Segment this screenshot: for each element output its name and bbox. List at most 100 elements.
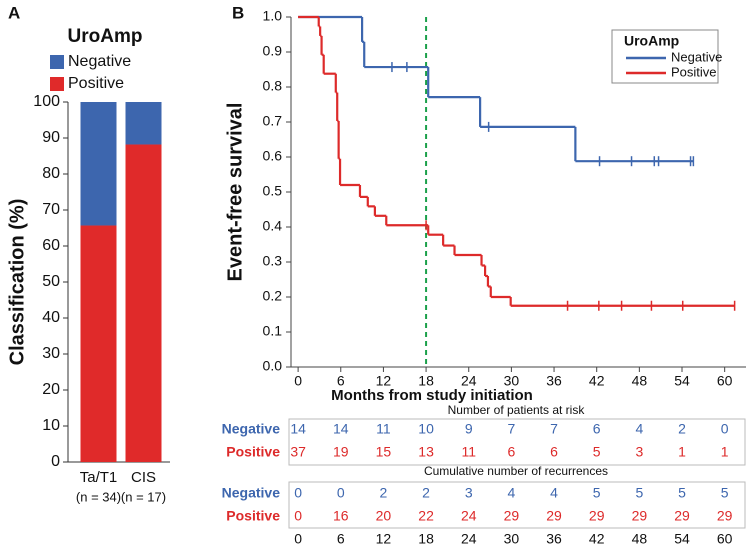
table-title: Number of patients at risk xyxy=(448,403,586,417)
y-tick-label: 0.1 xyxy=(263,323,283,339)
table-cell: 29 xyxy=(504,508,520,524)
x-tick-label: 30 xyxy=(504,373,520,389)
legend-swatch xyxy=(50,77,64,91)
table-cell: 2 xyxy=(380,485,388,501)
table-time-label: 54 xyxy=(674,531,690,547)
table-cell: 2 xyxy=(678,421,686,437)
table-cell: 3 xyxy=(635,444,643,460)
category-note: (n = 34) xyxy=(76,489,121,504)
x-tick-label: 6 xyxy=(337,373,345,389)
table-time-label: 18 xyxy=(418,531,434,547)
table-cell: 3 xyxy=(465,485,473,501)
table-cell: 1 xyxy=(721,444,729,460)
legend-swatch xyxy=(50,55,64,69)
table-cell: 7 xyxy=(550,421,558,437)
table-cell: 9 xyxy=(465,421,473,437)
x-tick-label: 36 xyxy=(546,373,562,389)
x-tick-label: 24 xyxy=(461,373,477,389)
table-row-label: Negative xyxy=(222,421,281,437)
x-tick-label: 48 xyxy=(632,373,648,389)
table-time-label: 48 xyxy=(632,531,648,547)
y-tick-label: 70 xyxy=(42,201,60,218)
table-cell: 5 xyxy=(593,485,601,501)
table-cell: 20 xyxy=(376,508,392,524)
table-cell: 5 xyxy=(635,485,643,501)
table-cell: 11 xyxy=(376,421,391,437)
legend-label: Negative xyxy=(68,53,131,70)
table-row-label: Positive xyxy=(226,444,280,460)
y-tick-label: 50 xyxy=(42,273,60,290)
x-tick-label: 60 xyxy=(717,373,733,389)
y-tick-label: 0.4 xyxy=(263,218,283,234)
category-note: (n = 17) xyxy=(121,489,166,504)
y-tick-label: 100 xyxy=(33,93,60,110)
table-time-label: 6 xyxy=(337,531,345,547)
table-cell: 14 xyxy=(333,421,349,437)
table-cell: 2 xyxy=(422,485,430,501)
y-tick-label: 0.3 xyxy=(263,253,283,269)
table-time-label: 36 xyxy=(546,531,562,547)
y-tick-label: 0.0 xyxy=(263,358,283,374)
table-time-label: 60 xyxy=(717,531,733,547)
table-time-label: 0 xyxy=(294,531,302,547)
table-cell: 10 xyxy=(418,421,434,437)
legend-label: Positive xyxy=(68,75,124,92)
table-time-label: 24 xyxy=(461,531,477,547)
table-time-label: 30 xyxy=(504,531,520,547)
y-tick-label: 0.2 xyxy=(263,288,283,304)
table-box xyxy=(288,481,746,529)
table-cell: 0 xyxy=(294,485,302,501)
table-cell: 5 xyxy=(593,444,601,460)
table-cell: 6 xyxy=(507,444,515,460)
panel-label: A xyxy=(8,3,20,22)
x-tick-label: Ta/T1 xyxy=(80,469,118,486)
x-tick-label: CIS xyxy=(131,469,156,486)
y-tick-label: 10 xyxy=(42,417,60,434)
table-time-label: 12 xyxy=(376,531,392,547)
table-title: Cumulative number of recurrences xyxy=(424,464,608,478)
y-tick-label: 0.6 xyxy=(263,148,283,164)
y-axis-label: Classification (%) xyxy=(6,199,28,366)
table-time-label: 42 xyxy=(589,531,605,547)
table-box xyxy=(288,418,746,466)
x-tick-label: 18 xyxy=(418,373,434,389)
table-row-label: Positive xyxy=(226,508,280,524)
y-tick-label: 30 xyxy=(42,345,60,362)
panel-label: B xyxy=(232,3,244,22)
y-tick-label: 20 xyxy=(42,381,60,398)
y-tick-label: 0 xyxy=(51,453,60,470)
bar-segment xyxy=(125,102,162,145)
table-cell: 7 xyxy=(507,421,515,437)
table-cell: 19 xyxy=(333,444,349,460)
y-tick-label: 80 xyxy=(42,165,60,182)
y-tick-label: 60 xyxy=(42,237,60,254)
table-cell: 5 xyxy=(678,485,686,501)
bar-segment xyxy=(125,144,162,463)
x-tick-label: 42 xyxy=(589,373,605,389)
bar-segment xyxy=(80,102,117,226)
legend-title: UroAmp xyxy=(68,26,143,47)
table-cell: 6 xyxy=(593,421,601,437)
y-tick-label: 0.9 xyxy=(263,43,283,59)
table-cell: 1 xyxy=(678,444,686,460)
table-cell: 29 xyxy=(589,508,605,524)
table-cell: 11 xyxy=(461,444,476,460)
y-tick-label: 0.7 xyxy=(263,113,283,129)
table-cell: 4 xyxy=(550,485,558,501)
table-cell: 29 xyxy=(632,508,648,524)
legend-label: Negative xyxy=(671,49,722,64)
x-tick-label: 12 xyxy=(376,373,392,389)
y-tick-label: 1.0 xyxy=(263,8,283,24)
table-row-label: Negative xyxy=(222,485,281,501)
table-cell: 13 xyxy=(418,444,434,460)
y-tick-label: 0.8 xyxy=(263,78,283,94)
x-tick-label: 0 xyxy=(294,373,302,389)
table-cell: 4 xyxy=(507,485,515,501)
table-cell: 29 xyxy=(674,508,690,524)
table-cell: 16 xyxy=(333,508,349,524)
bar-segment xyxy=(80,225,117,462)
table-cell: 24 xyxy=(461,508,477,524)
table-cell: 29 xyxy=(717,508,733,524)
legend-label: Positive xyxy=(671,64,717,79)
table-cell: 6 xyxy=(550,444,558,460)
